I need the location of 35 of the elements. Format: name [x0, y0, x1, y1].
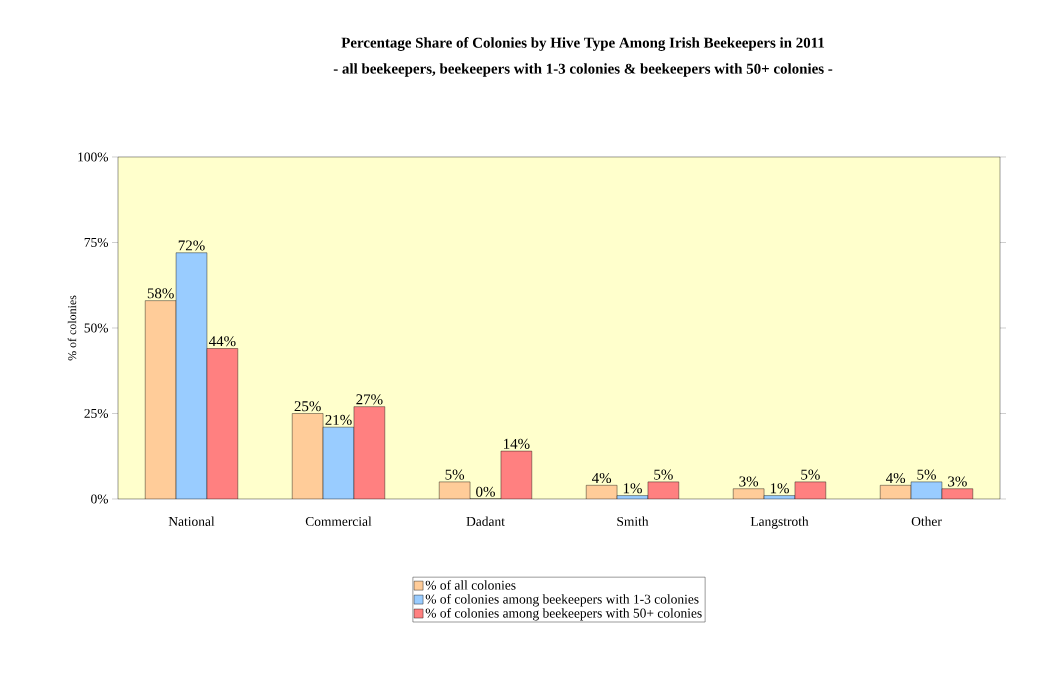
data-label: 5% [445, 469, 465, 480]
legend-label: % of colonies among beekeepers with 1-3 colonies [425, 594, 699, 607]
x-tick-label: National [168, 516, 215, 526]
data-label: 25% [294, 401, 321, 412]
chart-title: Percentage Share of Colonies by Hive Type Among Irish Beekeepers in 2011 [341, 37, 825, 51]
data-label: 3% [739, 476, 759, 487]
y-tick-label: 25% [84, 408, 109, 419]
y-axis-title: % of colonies [67, 295, 77, 361]
legend-label: % of all colonies [425, 580, 516, 590]
data-label: 14% [504, 438, 530, 449]
data-label: 58% [147, 288, 174, 299]
data-label: 44% [208, 336, 236, 347]
y-tick-label: 75% [84, 237, 109, 248]
data-label: 21% [325, 414, 352, 425]
x-tick-label: Smith [617, 516, 649, 526]
x-tick-label: Other [911, 516, 942, 526]
chart-subtitle: - all beekeepers, beekeepers with 1-3 colonies & beekeepers with 50+ colonies - [333, 63, 833, 77]
x-tick-label: Commercial [305, 516, 372, 526]
data-label: 72% [178, 240, 205, 251]
data-label: 1% [770, 483, 789, 494]
data-label: 4% [591, 472, 612, 484]
data-label: 1% [623, 483, 642, 494]
y-tick-label: 100% [78, 152, 109, 162]
data-label: 5% [801, 469, 820, 480]
y-tick-label: 0% [91, 494, 109, 504]
y-tick-label: 50% [84, 323, 109, 333]
data-label: 5% [654, 469, 673, 480]
x-tick-label: Langstroth [750, 516, 809, 529]
data-label: 4% [885, 472, 906, 484]
x-tick-label: Dadant [466, 516, 505, 526]
legend-label: % of colonies among beekeepers with 50+ colonies [425, 608, 702, 621]
data-label: 3% [948, 476, 967, 487]
data-label: 0% [476, 486, 495, 497]
data-label: 5% [917, 469, 936, 480]
data-label: 27% [356, 394, 383, 405]
